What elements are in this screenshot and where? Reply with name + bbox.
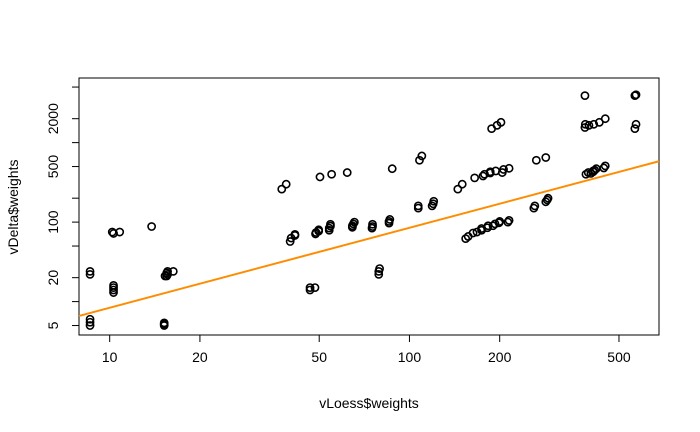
fit-line-group bbox=[78, 160, 660, 317]
data-point bbox=[368, 219, 377, 229]
data-point bbox=[496, 117, 506, 127]
data-point bbox=[342, 168, 352, 177]
data-point bbox=[600, 161, 610, 171]
data-point bbox=[159, 318, 169, 328]
data-point bbox=[305, 283, 315, 292]
data-point bbox=[468, 228, 478, 238]
data-point bbox=[417, 151, 427, 161]
x-tick-label: 20 bbox=[192, 349, 208, 365]
data-point bbox=[584, 120, 594, 130]
data-point bbox=[490, 219, 500, 229]
x-tick-label: 200 bbox=[488, 349, 512, 365]
data-point bbox=[115, 227, 125, 237]
data-point bbox=[85, 317, 95, 327]
data-point bbox=[374, 269, 384, 279]
y-tick-label: 20 bbox=[45, 270, 61, 286]
data-point bbox=[327, 169, 337, 179]
data-point bbox=[541, 153, 551, 162]
data-point bbox=[531, 155, 541, 165]
y-tick-label: 5 bbox=[45, 321, 61, 329]
data-point bbox=[499, 165, 508, 174]
y-tick-label: 100 bbox=[45, 210, 61, 234]
data-point bbox=[315, 172, 325, 182]
x-tick-label: 50 bbox=[311, 349, 327, 365]
data-point bbox=[385, 215, 395, 224]
data-point bbox=[457, 179, 467, 189]
data-point bbox=[453, 184, 463, 194]
data-point bbox=[461, 234, 471, 244]
data-point bbox=[310, 283, 320, 292]
x-tick-label: 10 bbox=[102, 349, 118, 365]
data-point bbox=[580, 119, 590, 129]
data-point bbox=[495, 217, 505, 226]
y-tick-label: 500 bbox=[45, 155, 61, 179]
data-point bbox=[85, 269, 95, 279]
data-point bbox=[590, 165, 600, 175]
data-point bbox=[168, 266, 178, 276]
data-point bbox=[470, 173, 480, 183]
data-point bbox=[277, 184, 287, 194]
y-axis-title: vDelta$weights bbox=[5, 160, 21, 255]
data-point bbox=[503, 217, 513, 227]
data-point bbox=[589, 119, 599, 129]
data-point bbox=[85, 314, 95, 324]
data-point bbox=[530, 201, 540, 211]
data-points bbox=[85, 90, 641, 330]
data-point bbox=[349, 217, 359, 227]
plot-frame bbox=[78, 77, 660, 336]
y-tick-label: 2000 bbox=[45, 103, 61, 134]
data-point bbox=[387, 164, 397, 174]
x-tick-label: 500 bbox=[607, 349, 631, 365]
data-point bbox=[147, 222, 157, 231]
data-point bbox=[580, 91, 590, 101]
data-point bbox=[429, 196, 439, 206]
data-point bbox=[326, 219, 335, 229]
data-point bbox=[375, 264, 384, 274]
data-point bbox=[290, 230, 300, 239]
fit-line bbox=[78, 160, 660, 317]
data-point bbox=[631, 119, 641, 129]
data-point bbox=[543, 193, 553, 203]
data-point bbox=[413, 201, 423, 211]
y-axis: 5 20 100 500 2000 bbox=[45, 86, 79, 329]
data-point bbox=[109, 280, 118, 290]
data-point bbox=[600, 114, 610, 124]
data-point bbox=[85, 266, 95, 276]
data-point bbox=[504, 216, 514, 225]
data-point bbox=[415, 155, 424, 165]
data-point bbox=[631, 90, 641, 100]
data-point bbox=[504, 163, 514, 173]
data-point bbox=[314, 225, 324, 235]
data-point bbox=[630, 124, 640, 134]
data-point bbox=[485, 167, 495, 177]
x-axis-title: vLoess$weights bbox=[319, 395, 419, 411]
data-point bbox=[163, 266, 172, 276]
x-axis: 10 20 50 100 200 500 bbox=[102, 335, 631, 365]
x-tick-label: 100 bbox=[398, 349, 422, 365]
data-point bbox=[85, 321, 95, 330]
data-point bbox=[281, 179, 291, 189]
data-point bbox=[478, 171, 488, 181]
